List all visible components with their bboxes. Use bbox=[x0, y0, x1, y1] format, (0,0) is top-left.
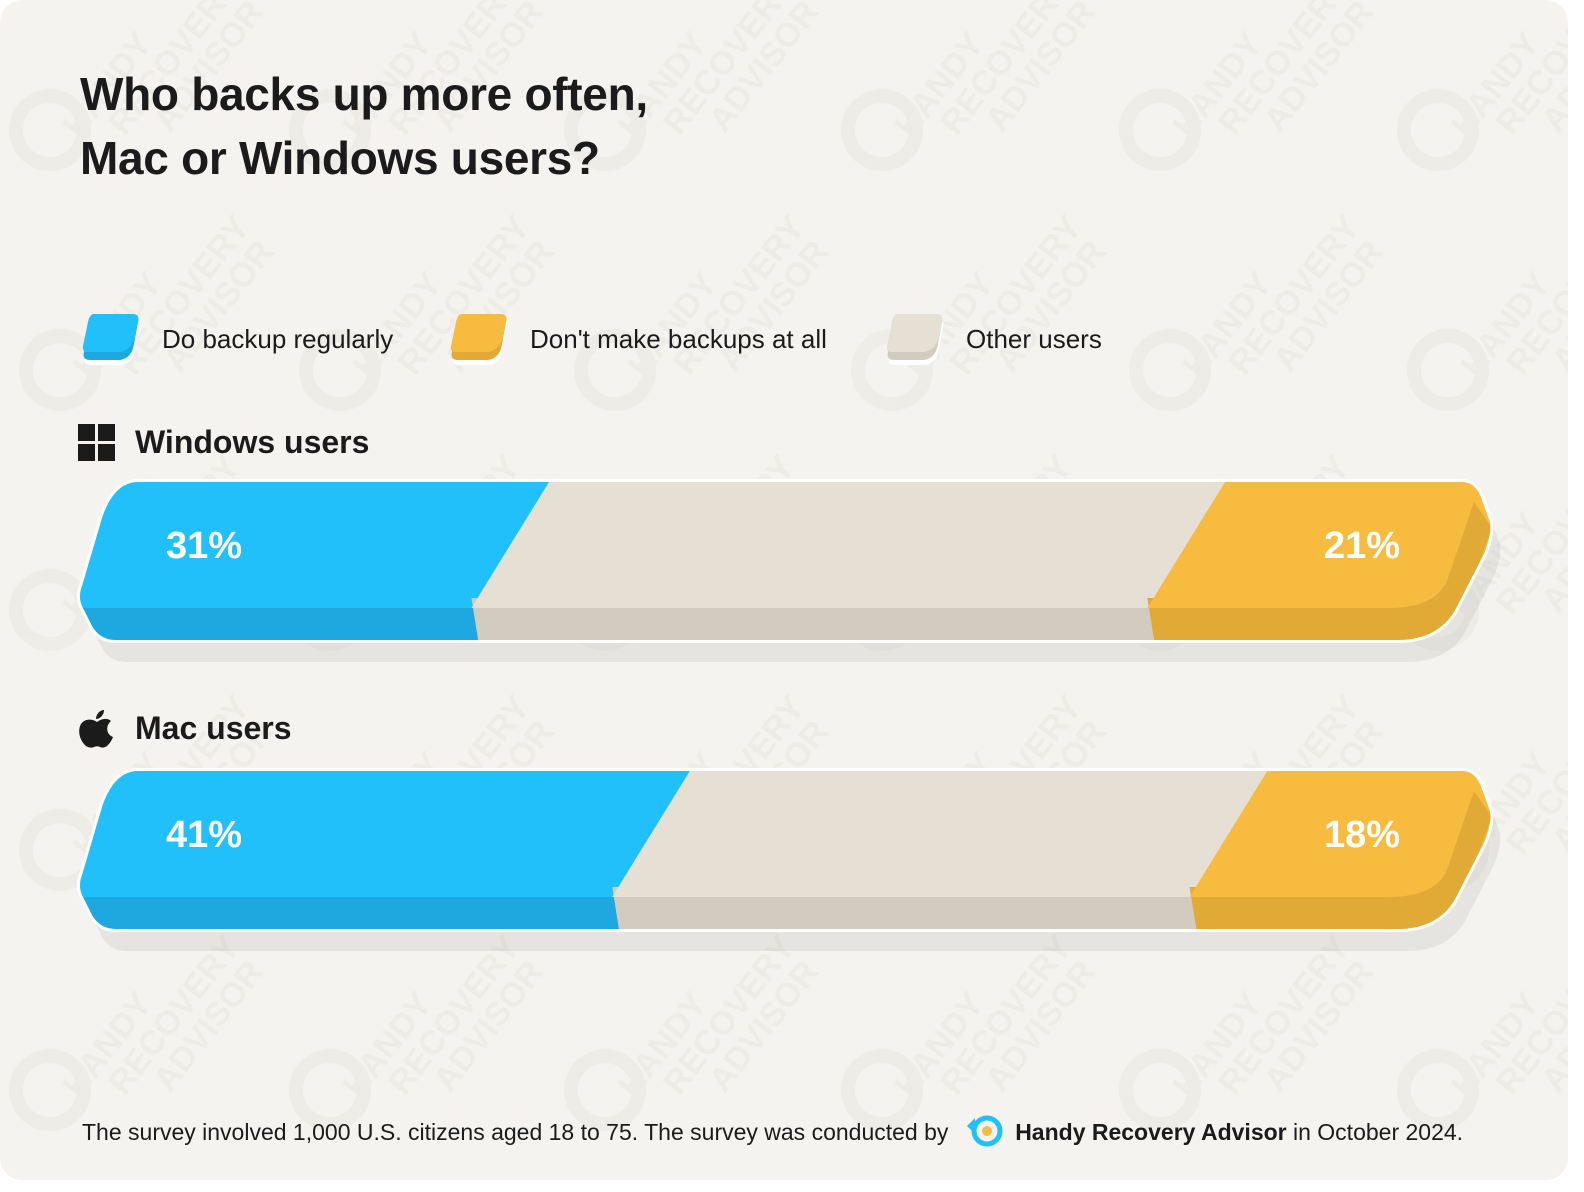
watermark-mark: HANDYRECOVERYADVISOR bbox=[841, 0, 1107, 186]
bar-segment bbox=[471, 482, 1238, 608]
legend-label: Don't make backups at all bbox=[530, 324, 827, 354]
apple-icon bbox=[79, 710, 113, 748]
bar-segment bbox=[612, 771, 1280, 897]
watermark-mark: HANDYRECOVERYADVISOR bbox=[574, 188, 840, 427]
bar-right-bevel bbox=[1388, 502, 1491, 640]
svg-text:HANDYRECOVERYADVISOR: HANDYRECOVERYADVISOR bbox=[621, 188, 840, 427]
handy-recovery-logo-icon bbox=[966, 1115, 1003, 1147]
bar-value-label: 21% bbox=[1324, 525, 1400, 567]
watermark-mark: HANDYRECOVERYADVISOR bbox=[1397, 0, 1568, 186]
bar-segment bbox=[1147, 482, 1491, 608]
svg-text:HANDYRECOVERYADVISOR: HANDYRECOVERYADVISOR bbox=[898, 188, 1117, 427]
mac-bar: 41% 18% bbox=[77, 768, 1501, 951]
svg-text:HANDYRECOVERYADVISOR: HANDYRECOVERYADVISOR bbox=[888, 0, 1107, 186]
bar-segment-shade bbox=[612, 887, 1200, 929]
svg-text:HANDYRECOVERYADVISOR: HANDYRECOVERYADVISOR bbox=[1176, 188, 1395, 427]
legend-label: Other users bbox=[966, 324, 1102, 354]
windows-bar: 31% 21% bbox=[77, 479, 1501, 662]
bar-segment-shade bbox=[80, 887, 623, 929]
legend-label: Do backup regularly bbox=[162, 324, 394, 354]
infographic-card: HANDYRECOVERYADVISORHANDYRECOVERYADVISOR… bbox=[0, 0, 1568, 1180]
bar-value-label: 41% bbox=[166, 814, 242, 856]
mac-group-title: Mac users bbox=[135, 710, 292, 746]
svg-text:HANDYRECOVERYADVISOR: HANDYRECOVERYADVISOR bbox=[66, 188, 285, 427]
bar-right-bevel bbox=[1388, 791, 1491, 929]
footnote-brand: Handy Recovery Advisor bbox=[1015, 1119, 1287, 1145]
chart-title-line-1: Who backs up more often, bbox=[80, 68, 648, 120]
windows-group-title: Windows users bbox=[135, 424, 370, 460]
watermark-mark: HANDYRECOVERYADVISOR bbox=[1129, 188, 1395, 427]
footnote-text-end: in October 2024. bbox=[1286, 1119, 1464, 1145]
bar-segment bbox=[80, 771, 703, 897]
footnote-text: The survey involved 1,000 U.S. citizens … bbox=[82, 1119, 949, 1145]
watermark-mark: HANDYRECOVERYADVISOR bbox=[1407, 188, 1568, 427]
windows-icon bbox=[78, 424, 115, 461]
bar-value-label: 18% bbox=[1324, 814, 1400, 856]
bar-segment-shade bbox=[471, 598, 1158, 640]
watermark-mark: HANDYRECOVERYADVISOR bbox=[1119, 0, 1385, 186]
watermark-mark: HANDYRECOVERYADVISOR bbox=[851, 188, 1117, 427]
bar-segment bbox=[80, 482, 562, 608]
svg-text:HANDYRECOVERYADVISOR: HANDYRECOVERYADVISOR bbox=[346, 188, 565, 427]
footnote: The survey involved 1,000 U.S. citizens … bbox=[82, 1114, 1463, 1150]
svg-text:HANDYRECOVERYADVISOR: HANDYRECOVERYADVISOR bbox=[1454, 188, 1568, 427]
svg-text:HANDYRECOVERYADVISOR: HANDYRECOVERYADVISOR bbox=[1444, 0, 1568, 186]
legend-swatch-blue bbox=[82, 314, 140, 365]
legend-swatch-yellow bbox=[450, 314, 508, 365]
watermark-mark: HANDYRECOVERYADVISOR bbox=[299, 188, 565, 427]
bar-segment-shade bbox=[80, 598, 482, 640]
chart-title-line-2: Mac or Windows users? bbox=[80, 132, 600, 184]
legend-swatch-beige bbox=[886, 314, 944, 365]
chart-title: Who backs up more often, Mac or Windows … bbox=[80, 62, 648, 190]
svg-text:HANDYRECOVERYADVISOR: HANDYRECOVERYADVISOR bbox=[1166, 0, 1385, 186]
bar-value-label: 31% bbox=[166, 525, 242, 567]
watermark-mark: HANDYRECOVERYADVISOR bbox=[19, 188, 285, 427]
